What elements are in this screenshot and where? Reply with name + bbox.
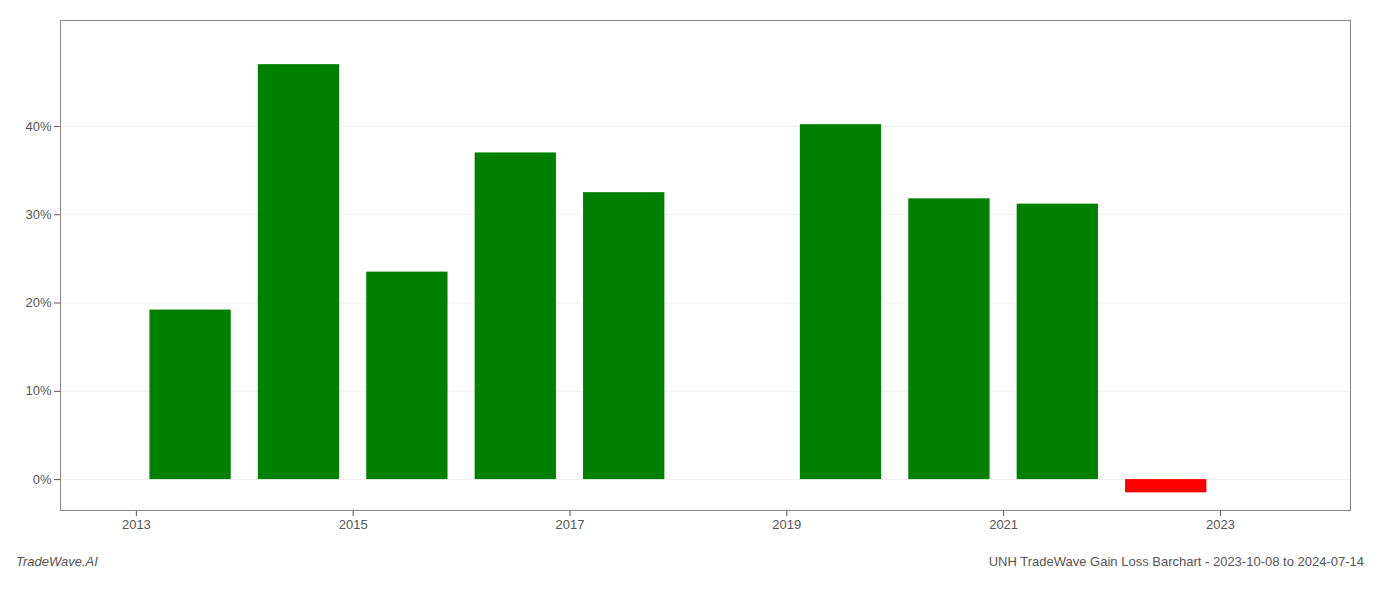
svg-text:2023: 2023 — [1206, 517, 1235, 532]
svg-text:2019: 2019 — [772, 517, 801, 532]
svg-text:10%: 10% — [25, 383, 51, 398]
html-text:UNH TradeWave Gain Loss Barcha: UNH TradeWave Gain Loss Barchart - 2023-… — [988, 554, 1364, 569]
svg-text:0%: 0% — [33, 472, 52, 487]
svg-text:2017: 2017 — [556, 517, 585, 532]
svg-text:2013: 2013 — [122, 517, 151, 532]
html-text:TradeWave.AI: TradeWave.AI — [16, 554, 98, 569]
svg-text:20%: 20% — [25, 295, 51, 310]
svg-text:30%: 30% — [25, 207, 51, 222]
svg-text:40%: 40% — [25, 119, 51, 134]
svg-text:2021: 2021 — [989, 517, 1018, 532]
svg-text:2015: 2015 — [339, 517, 368, 532]
